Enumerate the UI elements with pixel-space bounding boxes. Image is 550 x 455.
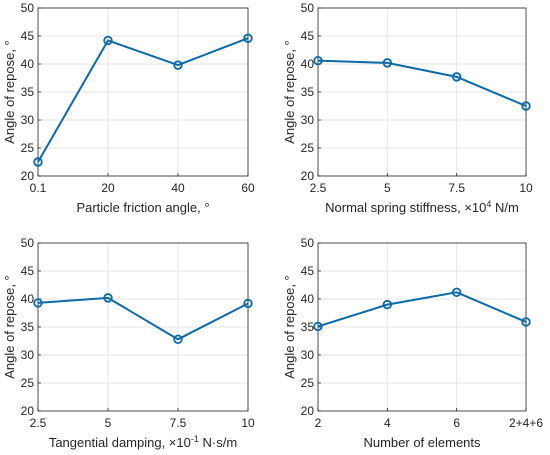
- y-tick-label: 45: [21, 264, 35, 278]
- y-tick-label: 40: [21, 292, 35, 306]
- y-tick-label: 25: [301, 376, 315, 390]
- data-point: [173, 60, 183, 70]
- data-point: [313, 321, 323, 332]
- y-tick-label: 20: [21, 169, 35, 183]
- y-tick-label: 40: [21, 57, 35, 71]
- x-tick-labels: 2.5 5 7.5 10: [310, 173, 533, 195]
- y-tick-label: 30: [21, 113, 35, 127]
- data-point: [521, 101, 531, 111]
- x-tick-label: 40: [171, 181, 185, 195]
- y-tick-label: 40: [301, 57, 315, 71]
- y-axis-label: Angle of repose, °: [2, 40, 17, 144]
- y-tick-labels: 20 25 30 35 40 45 50: [21, 1, 41, 183]
- y-tick-labels: 20 25 30 35 40 45 50: [301, 236, 321, 418]
- y-tick-label: 45: [301, 264, 315, 278]
- y-tick-labels: 20 25 30 35 40 45 50: [301, 1, 321, 183]
- data-point: [451, 287, 462, 297]
- y-tick-label: 45: [21, 29, 35, 43]
- y-tick-label: 50: [301, 1, 315, 15]
- x-tick-label: 2.5: [310, 181, 327, 195]
- y-tick-label: 25: [21, 141, 35, 155]
- series-line: [37, 37, 249, 163]
- y-tick-label: 20: [301, 404, 315, 418]
- x-axis-label-unit: N·s/m: [199, 435, 237, 450]
- chart-panel-tangential-damping: 20 25 30 35 40 45 50 2.5 5 7.5 10 Tangential damp…: [2, 236, 255, 450]
- y-tick-label: 35: [301, 85, 315, 99]
- x-tick-label: 10: [519, 181, 533, 195]
- x-tick-label: 5: [384, 181, 391, 195]
- y-tick-label: 50: [21, 1, 35, 15]
- grid: [37, 242, 249, 412]
- series-markers: [33, 33, 253, 167]
- y-tick-label: 30: [21, 348, 35, 362]
- y-tick-label: 50: [301, 236, 315, 250]
- data-point: [103, 293, 113, 303]
- x-tick-labels: 2 4 6 2+4+6: [315, 408, 543, 430]
- x-tick-label: 7.5: [448, 181, 465, 195]
- x-tick-label: 2: [315, 416, 322, 430]
- x-axis-label-exponent: 4: [486, 199, 491, 209]
- y-tick-label: 35: [21, 85, 35, 99]
- y-tick-label: 30: [301, 348, 315, 362]
- x-tick-labels: 0.1 20 40 60: [30, 173, 255, 195]
- series-markers: [313, 55, 531, 111]
- x-tick-label: 0.1: [30, 181, 47, 195]
- y-tick-labels: 20 25 30 35 40 45 50: [21, 236, 41, 418]
- y-tick-label: 25: [21, 376, 35, 390]
- grid: [37, 7, 249, 177]
- x-tick-label: 7.5: [170, 416, 187, 430]
- y-tick-label: 30: [301, 113, 315, 127]
- data-point: [451, 72, 462, 82]
- series-markers: [313, 287, 531, 332]
- y-tick-label: 35: [21, 320, 35, 334]
- x-tick-label: 60: [241, 181, 255, 195]
- y-tick-label: 25: [301, 141, 315, 155]
- x-tick-label: 2+4+6: [509, 416, 543, 430]
- y-axis-label: Angle of repose, °: [282, 40, 297, 144]
- x-tick-label: 20: [101, 181, 115, 195]
- data-point: [33, 298, 43, 308]
- x-tick-labels: 2.5 5 7.5 10: [30, 408, 255, 430]
- series-line: [317, 291, 527, 328]
- data-point: [382, 299, 393, 310]
- x-axis-label: Tangential damping, ×10-1 N·s/m: [49, 434, 237, 450]
- y-tick-label: 20: [301, 169, 315, 183]
- x-tick-label: 10: [241, 416, 255, 430]
- chart-panel-normal-stiffness: 20 25 30 35 40 45 50 2.5 5 7.5 10 Normal spring s…: [282, 1, 533, 215]
- x-axis-label: Number of elements: [363, 435, 481, 450]
- x-tick-label: 6: [453, 416, 460, 430]
- data-point: [382, 58, 393, 68]
- x-axis-label: Particle friction angle, °: [76, 200, 209, 215]
- x-axis-label: Normal spring stiffness, ×104 N/m: [325, 199, 519, 215]
- x-tick-label: 5: [105, 416, 112, 430]
- y-tick-label: 35: [301, 320, 315, 334]
- x-axis-label-exponent: -1: [191, 434, 199, 444]
- y-axis-label: Angle of repose, °: [2, 275, 17, 379]
- grid: [317, 242, 527, 412]
- y-tick-label: 45: [301, 29, 315, 43]
- data-point: [103, 35, 113, 46]
- data-point: [521, 317, 531, 327]
- y-tick-label: 20: [21, 404, 35, 418]
- data-point: [243, 298, 253, 309]
- series-markers: [33, 293, 253, 345]
- x-axis-label-unit: N/m: [491, 200, 518, 215]
- data-point: [313, 55, 323, 66]
- data-point: [173, 334, 183, 345]
- y-axis-label: Angle of repose, °: [282, 275, 297, 379]
- data-point: [243, 33, 253, 43]
- x-tick-label: 4: [384, 416, 391, 430]
- y-tick-label: 40: [301, 292, 315, 306]
- chart-panel-number-of-elements: 20 25 30 35 40 45 50 2 4 6 2+4+6 Number of elemen…: [282, 236, 543, 450]
- series-line: [37, 296, 249, 341]
- y-tick-label: 50: [21, 236, 35, 250]
- x-tick-label: 2.5: [30, 416, 47, 430]
- data-point: [33, 157, 43, 167]
- series-line: [317, 59, 527, 107]
